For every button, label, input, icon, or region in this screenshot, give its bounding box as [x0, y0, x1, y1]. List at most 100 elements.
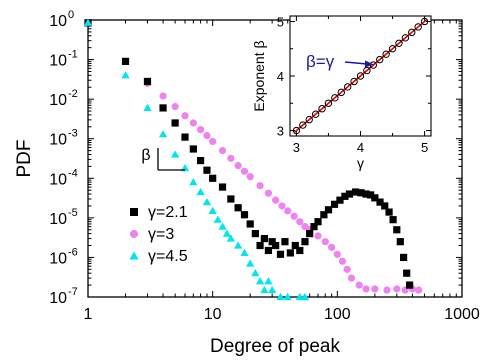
y-tick-label: 10: [49, 171, 67, 188]
y-tick-exponent: -7: [68, 286, 78, 298]
data-point: [256, 241, 264, 250]
data-point: [233, 241, 243, 249]
data-point: [314, 218, 322, 226]
data-point: [218, 222, 227, 230]
y-tick-label: 10: [49, 13, 67, 30]
data-point: [159, 104, 167, 112]
inset-x-tick-label: 5: [421, 140, 428, 155]
data-point: [300, 292, 310, 301]
data-point: [341, 192, 349, 200]
data-point: [296, 246, 304, 255]
data-point: [357, 189, 365, 197]
data-point: [209, 137, 217, 146]
data-point: [399, 253, 408, 262]
data-point: [290, 212, 298, 220]
data-point: [181, 112, 189, 120]
y-tick-label: 10: [49, 92, 67, 109]
data-point: [246, 173, 254, 181]
data-point: [324, 206, 333, 214]
data-point: [367, 191, 375, 199]
inset-data-point: [350, 77, 358, 86]
data-point: [203, 131, 211, 140]
data-point: [314, 232, 322, 240]
data-point: [240, 167, 249, 175]
data-point: [209, 174, 217, 182]
inset-x-tick-label: 3: [293, 140, 300, 155]
inset-data-point: [408, 28, 416, 37]
y-tick-exponent: -1: [68, 49, 78, 61]
data-point: [227, 195, 235, 203]
y-tick-label: 10: [49, 250, 67, 267]
data-point: [256, 182, 264, 190]
data-point: [362, 190, 370, 198]
data-point: [264, 277, 273, 285]
data-point: [83, 18, 93, 26]
data-point: [189, 119, 197, 127]
data-point: [158, 130, 168, 138]
data-point: [218, 147, 227, 155]
data-point: [196, 187, 205, 196]
data-point: [393, 226, 401, 234]
y-tick-exponent: -6: [68, 246, 78, 258]
data-point: [143, 103, 152, 112]
data-point: [333, 250, 341, 258]
data-point: [415, 286, 423, 294]
legend-label: γ=3: [148, 226, 174, 243]
inset-x-axis-label: γ: [357, 155, 364, 171]
y-tick-label: 10: [49, 132, 67, 149]
legend-marker: [130, 208, 138, 216]
data-point: [189, 177, 198, 186]
data-point: [296, 218, 304, 226]
data-point: [371, 285, 379, 293]
data-point: [208, 206, 217, 214]
data-point: [246, 259, 255, 267]
x-axis-label: Degree of peak: [210, 336, 340, 357]
data-point: [251, 230, 259, 238]
data-point: [196, 156, 205, 165]
y-axis-label: PDF: [14, 140, 35, 178]
data-point: [268, 285, 277, 294]
data-point: [251, 269, 260, 277]
data-point: [121, 71, 130, 79]
y-tick-label: 10: [49, 290, 67, 307]
data-point: [389, 216, 397, 224]
data-point: [393, 285, 401, 293]
inset-y-tick-label: 3: [277, 124, 284, 139]
data-point: [283, 292, 292, 301]
data-point: [264, 246, 273, 255]
data-point: [143, 77, 152, 86]
data-point: [385, 208, 393, 216]
inset-data-point: [376, 55, 384, 64]
data-point: [268, 238, 276, 246]
plot-frame: [87, 19, 463, 298]
data-point: [226, 234, 236, 242]
data-point: [276, 250, 285, 258]
data-point: [213, 215, 222, 223]
data-point: [301, 238, 309, 246]
data-point: [181, 133, 189, 141]
data-point: [338, 257, 347, 265]
series-square: [84, 19, 414, 289]
series-triangle: [83, 18, 310, 301]
data-point: [362, 285, 370, 293]
data-point: [351, 188, 360, 196]
data-point: [291, 241, 299, 250]
inset-data-point: [420, 17, 429, 26]
y-tick-exponent: -5: [68, 207, 78, 219]
inset-annotation: β=γ: [306, 52, 335, 71]
data-point: [264, 189, 273, 197]
data-point: [121, 57, 130, 65]
data-point: [189, 145, 197, 153]
data-point: [396, 238, 404, 246]
legend-label: γ=2.1: [148, 204, 188, 221]
data-point: [234, 161, 242, 170]
data-point: [330, 200, 339, 208]
data-point: [222, 229, 232, 237]
x-tick-label: 1000: [444, 306, 480, 323]
inset-data-point: [401, 34, 410, 42]
inset-data-point: [414, 23, 422, 31]
inset-data-point: [388, 45, 397, 53]
